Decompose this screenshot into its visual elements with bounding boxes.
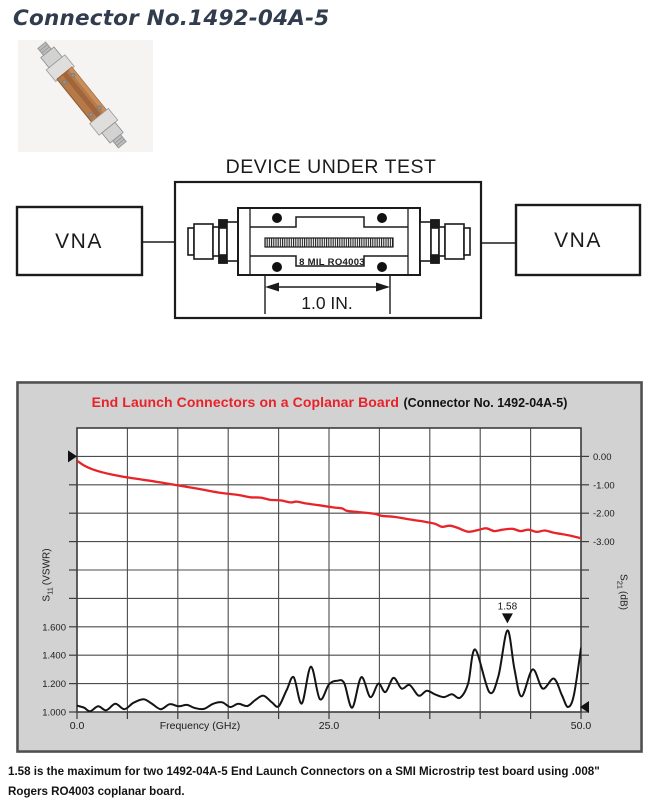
x-tick-label: 25.0	[319, 720, 340, 732]
fixture-screw	[272, 262, 282, 272]
connector-piece	[212, 226, 220, 257]
connector-piece	[438, 226, 446, 257]
right-tick-label: -2.00	[593, 509, 615, 520]
board-step-bottom	[250, 255, 408, 267]
series-s21-db-	[77, 459, 581, 540]
connector-piece	[193, 223, 214, 260]
connector-photo	[18, 40, 153, 152]
thread-line	[39, 44, 48, 52]
screw	[62, 79, 67, 85]
microstrip-trace	[264, 237, 394, 248]
figure-caption: 1.58 is the maximum for two 1492-04A-5 E…	[8, 762, 656, 801]
screw	[70, 72, 76, 78]
page-title: Connector No.1492-04A-5	[13, 6, 330, 31]
board-step-top	[250, 216, 408, 228]
left-axis-symbol: S	[41, 594, 53, 602]
connector-photo-art	[18, 40, 153, 152]
caption-line-1: 1.58 is the maximum for two 1492-04A-5 E…	[8, 765, 600, 778]
thread-line	[116, 138, 125, 146]
dimension-arrowhead-left	[265, 282, 279, 292]
fixture-connector-right	[419, 219, 471, 264]
connector-piece	[187, 227, 195, 256]
fixture-screw	[377, 262, 387, 272]
x-tick-label: 50.0	[571, 720, 592, 732]
vna-right-box	[514, 203, 642, 277]
chart-title-main: End Launch Connectors on a Coplanar Boar…	[91, 394, 400, 410]
connector-device	[37, 41, 127, 149]
screw	[88, 112, 94, 118]
connector-tab	[430, 254, 440, 264]
thread-line	[114, 136, 123, 144]
right-tick-label: -3.00	[593, 537, 615, 548]
coax-thread-right	[112, 134, 127, 149]
right-tick-label: 0.00	[593, 452, 612, 463]
left-tick-label: 1.000	[42, 708, 66, 719]
board-trace	[62, 71, 102, 119]
right-axis-unit: (dB)	[617, 591, 629, 610]
connector-piece	[419, 221, 432, 262]
left-axis-title: S11(VSWR)	[42, 548, 55, 601]
series-s11-vswr-	[77, 629, 581, 712]
connector-piece	[444, 223, 465, 260]
right-axis-subscript: 21	[615, 580, 625, 590]
right-axis-symbol: S	[617, 574, 629, 581]
left-axis-subscript: 11	[45, 587, 55, 595]
vna-left-label: VNA	[55, 230, 103, 253]
vna-right-label: VNA	[554, 229, 602, 252]
diagram-heading: DEVICE UNDER TEST	[226, 156, 437, 178]
test-setup-diagram: DEVICE UNDER TEST VNA VNA 8 MIL RO4003	[15, 156, 642, 320]
screw	[97, 105, 102, 111]
chart-title: End Launch Connectors on a Coplanar Boar…	[16, 394, 643, 412]
board-material-label: 8 MIL RO4003	[299, 257, 365, 268]
right-axis-title: S21(dB)	[616, 574, 629, 610]
chart-panel-border	[16, 381, 643, 753]
connector-tab	[218, 219, 228, 229]
s-parameter-plot: 0.00 -1.00 -2.00 -3.00 1.600 1.400 1.200 1.000 0…	[16, 381, 643, 753]
left-axis-unit: (VSWR)	[41, 548, 53, 586]
x-axis-label: Frequency (GHz)	[160, 720, 241, 732]
chart-title-connector: (Connector No. 1492-04A-5)	[403, 396, 568, 410]
left-tick-label: 1.200	[42, 679, 66, 690]
fixture-connector-left	[187, 219, 239, 264]
left-tick-label: 1.400	[42, 651, 66, 662]
thread-line	[41, 46, 50, 54]
chart-panel: 0.00 -1.00 -2.00 -3.00 1.600 1.400 1.200 1.000 0…	[16, 381, 643, 753]
dimension-arrowhead-right	[376, 282, 390, 292]
caption-line-2: Rogers RO4003 coplanar board.	[8, 784, 185, 798]
right-tick-label: -1.00	[593, 480, 615, 491]
annotation-value: 1.58	[498, 601, 518, 612]
board-highlight	[68, 67, 108, 114]
connector-tab	[218, 254, 228, 264]
s11-end-marker	[580, 701, 589, 713]
dimension-label: 1.0 IN.	[301, 293, 353, 313]
vna-left-box	[15, 205, 144, 277]
left-tick-label: 1.600	[42, 622, 66, 633]
connector-tab	[430, 219, 440, 229]
connector-piece	[463, 227, 471, 256]
s21-start-marker	[68, 450, 77, 463]
annotation-marker	[501, 613, 513, 624]
x-tick-label: 0.0	[70, 720, 85, 732]
fixture-screw	[272, 213, 282, 223]
connector-piece	[226, 221, 239, 262]
fixture-screw	[377, 213, 387, 223]
